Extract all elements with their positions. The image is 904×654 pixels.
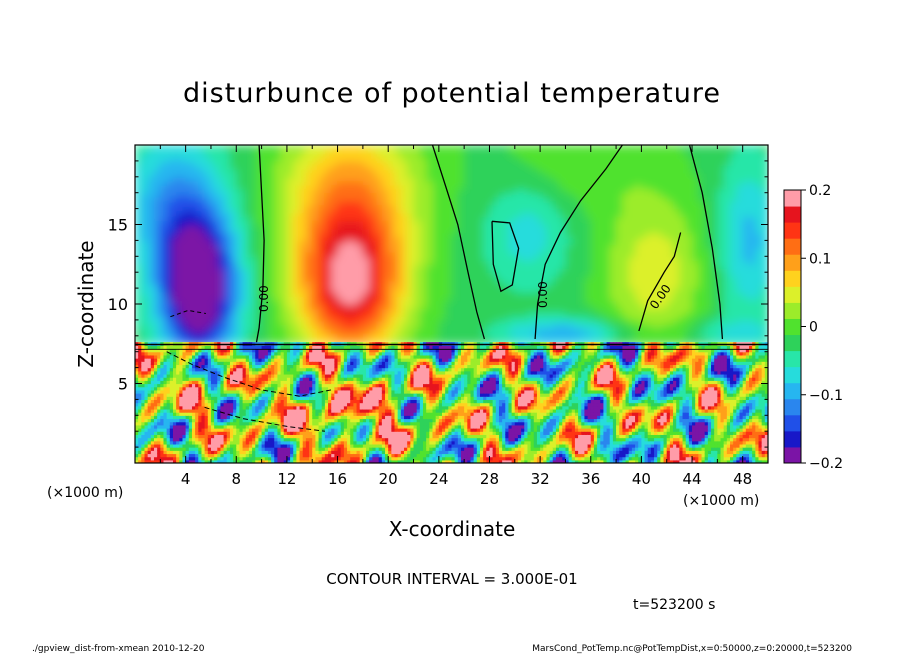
colorbar-swatch — [784, 382, 801, 400]
x-tick-label: 12 — [277, 470, 296, 488]
colorbar-swatch — [784, 222, 801, 239]
time-text: t=523200 s — [633, 597, 715, 613]
colorbar-tick-label: 0.1 — [809, 251, 831, 267]
colorbar-swatch — [784, 270, 801, 287]
contour-label: 0.00 — [536, 281, 550, 308]
temperature-field — [135, 145, 768, 345]
footer-right: MarsCond_PotTemp.nc@PotTempDist,x=0:5000… — [532, 644, 852, 654]
contour-lines — [135, 145, 768, 432]
colorbar: 0.2 0.1 0 −0.1 −0.2 — [783, 183, 843, 472]
y-axis: 5 10 15 — [108, 160, 768, 448]
colorbar-swatch — [784, 206, 801, 223]
x-axis-label: X-coordinate — [389, 517, 516, 541]
x-tick-label: 20 — [379, 470, 398, 488]
x-tick-label: 32 — [531, 470, 550, 488]
x-tick-label: 16 — [328, 470, 347, 488]
colorbar-swatch — [784, 302, 801, 319]
chart-title: disturbunce of potential temperature — [183, 78, 721, 109]
colorbar-swatch — [784, 398, 801, 416]
x-tick-label: 48 — [733, 470, 752, 488]
colorbar-swatch — [784, 254, 801, 271]
x-axis: 4 8 12 16 20 24 28 32 36 40 44 48 — [159, 145, 752, 488]
colorbar-swatch — [784, 350, 801, 368]
colorbar-swatch — [784, 414, 801, 432]
contour-interval-text: CONTOUR INTERVAL = 3.000E-01 — [326, 570, 577, 588]
colorbar-swatch — [784, 238, 801, 255]
colorbar-tick-label: −0.2 — [809, 456, 843, 472]
colorbar-swatch — [784, 334, 801, 352]
colorbar-swatch — [784, 430, 801, 448]
x-tick-label: 24 — [429, 470, 448, 488]
colorbar-swatch — [784, 318, 801, 336]
contour-label: 0.00 — [257, 285, 271, 312]
colorbar-tick-label: −0.1 — [809, 388, 843, 404]
colorbar-swatch — [784, 286, 801, 303]
turbulent-lower-layer — [135, 342, 768, 463]
x-tick-label: 28 — [480, 470, 499, 488]
colorbar-tick-label: 0 — [809, 320, 818, 336]
x-tick-label: 8 — [232, 470, 242, 488]
colorbar-tick-label: 0.2 — [809, 183, 831, 199]
colorbar-swatch — [784, 366, 801, 384]
x-unit-label: (×1000 m) — [683, 493, 759, 509]
y-tick-label: 10 — [108, 295, 128, 314]
colorbar-swatch — [784, 446, 801, 464]
y-axis-label: Z-coordinate — [74, 240, 98, 367]
footer-left: ./gpview_dist-from-xmean 2010-12-20 — [32, 644, 205, 654]
x-tick-label: 44 — [682, 470, 701, 488]
x-tick-label: 36 — [581, 470, 600, 488]
y-tick-label: 15 — [108, 216, 128, 235]
y-tick-label: 5 — [118, 375, 128, 394]
plot-area — [135, 145, 768, 463]
y-unit-label: (×1000 m) — [47, 485, 123, 501]
x-tick-label: 4 — [181, 470, 191, 488]
colorbar-swatch — [784, 190, 801, 207]
x-tick-label: 40 — [632, 470, 651, 488]
